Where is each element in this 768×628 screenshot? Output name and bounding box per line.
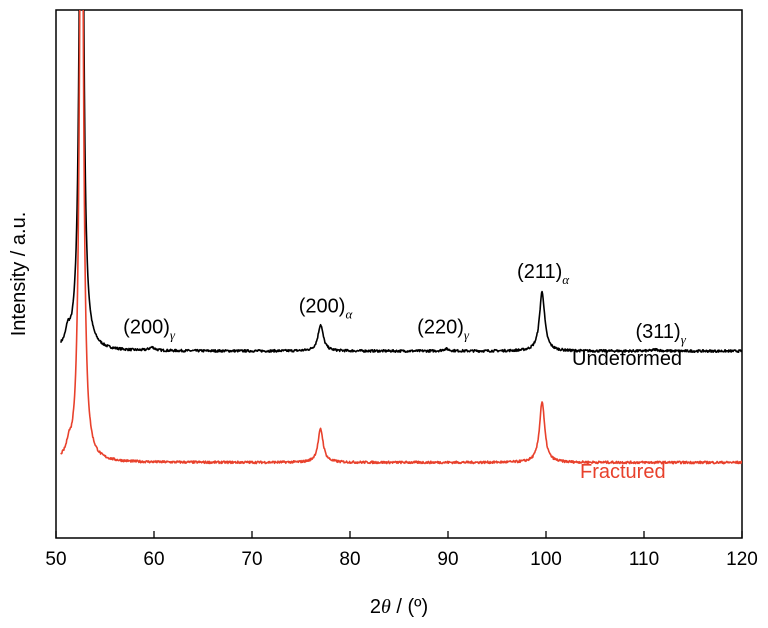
peak-label: (220)γ [417, 317, 470, 343]
x-tick-label: 80 [339, 549, 360, 570]
x-tick-label: 60 [143, 549, 164, 570]
undeformed-line [60, 10, 742, 354]
peak-annotations: (200)γ (200)α (220)γ (211)α (311)γ [123, 261, 687, 347]
x-axis-title: 2θ / (º) [370, 596, 428, 618]
x-tick-label: 90 [437, 549, 458, 570]
x-tick-label: 100 [530, 549, 562, 570]
peak-label: (311)γ [635, 321, 686, 347]
plot-frame [55, 9, 743, 539]
x-tick-label: 70 [241, 549, 262, 570]
series-layer [60, 10, 742, 465]
peak-label: (211)α [517, 261, 570, 287]
x-tick-label: 110 [629, 549, 659, 570]
undeformed-label: Undeformed [572, 348, 682, 370]
fractured-line [60, 10, 742, 465]
peak-label: (200)γ [123, 317, 176, 343]
fractured-label: Fractured [580, 461, 666, 483]
x-tick-label: 120 [726, 549, 758, 570]
peak-label: (200)α [299, 296, 354, 322]
x-axis-ticks: 50 60 70 80 90 100 110 120 [45, 531, 758, 570]
x-tick-label: 50 [45, 549, 66, 570]
y-axis-title: Intensity / a.u. [8, 212, 30, 337]
